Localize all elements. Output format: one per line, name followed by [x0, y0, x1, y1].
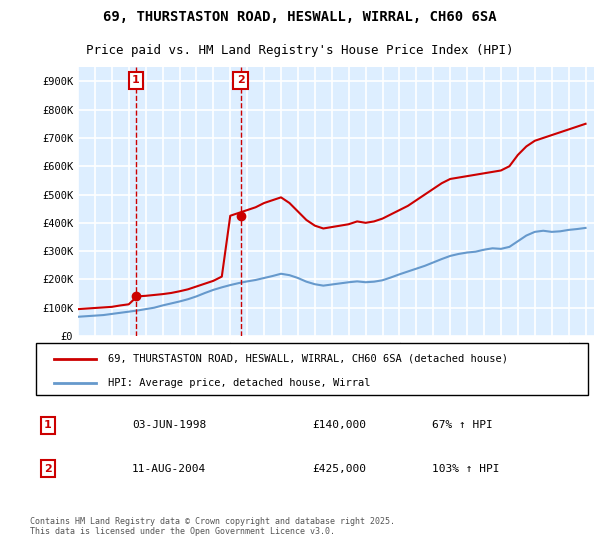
Text: 2: 2: [237, 75, 244, 85]
FancyBboxPatch shape: [36, 343, 588, 395]
Text: £140,000: £140,000: [312, 421, 366, 431]
Text: 03-JUN-1998: 03-JUN-1998: [132, 421, 206, 431]
Text: Contains HM Land Registry data © Crown copyright and database right 2025.
This d: Contains HM Land Registry data © Crown c…: [30, 517, 395, 536]
Text: 11-AUG-2004: 11-AUG-2004: [132, 464, 206, 474]
Text: £425,000: £425,000: [312, 464, 366, 474]
Text: 103% ↑ HPI: 103% ↑ HPI: [432, 464, 499, 474]
Text: 69, THURSTASTON ROAD, HESWALL, WIRRAL, CH60 6SA (detached house): 69, THURSTASTON ROAD, HESWALL, WIRRAL, C…: [108, 354, 508, 364]
Text: 2: 2: [44, 464, 52, 474]
Text: 69, THURSTASTON ROAD, HESWALL, WIRRAL, CH60 6SA: 69, THURSTASTON ROAD, HESWALL, WIRRAL, C…: [103, 10, 497, 24]
Text: 1: 1: [132, 75, 140, 85]
Text: HPI: Average price, detached house, Wirral: HPI: Average price, detached house, Wirr…: [108, 378, 371, 388]
Text: 67% ↑ HPI: 67% ↑ HPI: [432, 421, 493, 431]
Text: Price paid vs. HM Land Registry's House Price Index (HPI): Price paid vs. HM Land Registry's House …: [86, 44, 514, 57]
Text: 1: 1: [44, 421, 52, 431]
